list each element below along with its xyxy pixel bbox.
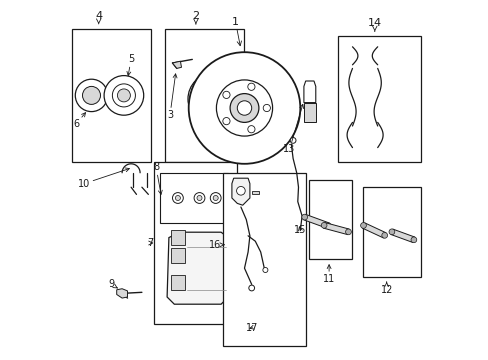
Circle shape bbox=[247, 83, 254, 90]
Text: 3: 3 bbox=[166, 74, 177, 120]
Bar bbox=[223, 173, 305, 346]
Text: 11: 11 bbox=[322, 265, 335, 284]
Polygon shape bbox=[303, 215, 328, 228]
Circle shape bbox=[112, 84, 135, 107]
Circle shape bbox=[193, 102, 198, 107]
Circle shape bbox=[325, 223, 330, 229]
Polygon shape bbox=[167, 232, 228, 304]
Circle shape bbox=[82, 86, 101, 104]
Circle shape bbox=[175, 195, 180, 201]
Text: 14: 14 bbox=[367, 18, 381, 31]
Circle shape bbox=[360, 222, 366, 228]
Circle shape bbox=[321, 222, 326, 228]
Text: 2: 2 bbox=[192, 11, 199, 24]
Circle shape bbox=[172, 193, 183, 203]
Bar bbox=[170, 275, 185, 290]
Circle shape bbox=[247, 126, 254, 133]
Circle shape bbox=[237, 101, 251, 115]
Polygon shape bbox=[231, 178, 249, 205]
Circle shape bbox=[187, 73, 239, 125]
Circle shape bbox=[216, 80, 272, 136]
Circle shape bbox=[210, 193, 221, 203]
Circle shape bbox=[381, 233, 387, 238]
Circle shape bbox=[263, 267, 267, 273]
Circle shape bbox=[345, 229, 351, 235]
Bar bbox=[337, 36, 420, 162]
Polygon shape bbox=[362, 223, 385, 238]
Circle shape bbox=[301, 214, 307, 220]
Polygon shape bbox=[323, 222, 348, 235]
Circle shape bbox=[263, 104, 270, 112]
Text: 12: 12 bbox=[380, 282, 392, 295]
Ellipse shape bbox=[196, 76, 231, 122]
Text: 5: 5 bbox=[127, 54, 134, 76]
Circle shape bbox=[194, 193, 204, 203]
Bar bbox=[154, 162, 237, 324]
Circle shape bbox=[104, 76, 143, 115]
Bar bbox=[363, 187, 420, 277]
Circle shape bbox=[223, 91, 229, 99]
Polygon shape bbox=[303, 103, 315, 122]
Text: 8: 8 bbox=[153, 162, 162, 194]
Polygon shape bbox=[172, 61, 181, 68]
Circle shape bbox=[117, 89, 130, 102]
Text: 6: 6 bbox=[73, 113, 85, 129]
Bar bbox=[309, 180, 352, 259]
Text: 16: 16 bbox=[208, 240, 224, 250]
Text: 9: 9 bbox=[108, 279, 117, 289]
Circle shape bbox=[236, 186, 244, 195]
Text: 13: 13 bbox=[283, 104, 303, 154]
Circle shape bbox=[248, 285, 254, 291]
Text: 17: 17 bbox=[246, 323, 258, 333]
Circle shape bbox=[203, 88, 224, 110]
Bar bbox=[170, 248, 185, 263]
Circle shape bbox=[289, 138, 295, 143]
Circle shape bbox=[205, 78, 210, 84]
Circle shape bbox=[223, 117, 229, 125]
Text: 1: 1 bbox=[231, 17, 241, 46]
Bar bbox=[251, 191, 258, 194]
Circle shape bbox=[213, 195, 218, 201]
Text: 4: 4 bbox=[95, 11, 102, 24]
Circle shape bbox=[388, 229, 394, 235]
Polygon shape bbox=[303, 81, 315, 103]
Bar bbox=[165, 29, 244, 162]
Circle shape bbox=[217, 114, 222, 120]
Circle shape bbox=[410, 237, 416, 243]
Text: 15: 15 bbox=[293, 225, 306, 235]
Circle shape bbox=[230, 94, 258, 122]
Text: 10: 10 bbox=[78, 168, 129, 189]
Bar bbox=[72, 29, 151, 162]
Polygon shape bbox=[117, 289, 127, 298]
Circle shape bbox=[75, 79, 107, 112]
Circle shape bbox=[197, 195, 202, 201]
Circle shape bbox=[229, 91, 234, 96]
Polygon shape bbox=[390, 229, 414, 243]
Circle shape bbox=[188, 52, 300, 164]
Text: 7: 7 bbox=[147, 238, 153, 248]
Bar bbox=[160, 173, 228, 223]
Bar bbox=[170, 230, 185, 245]
